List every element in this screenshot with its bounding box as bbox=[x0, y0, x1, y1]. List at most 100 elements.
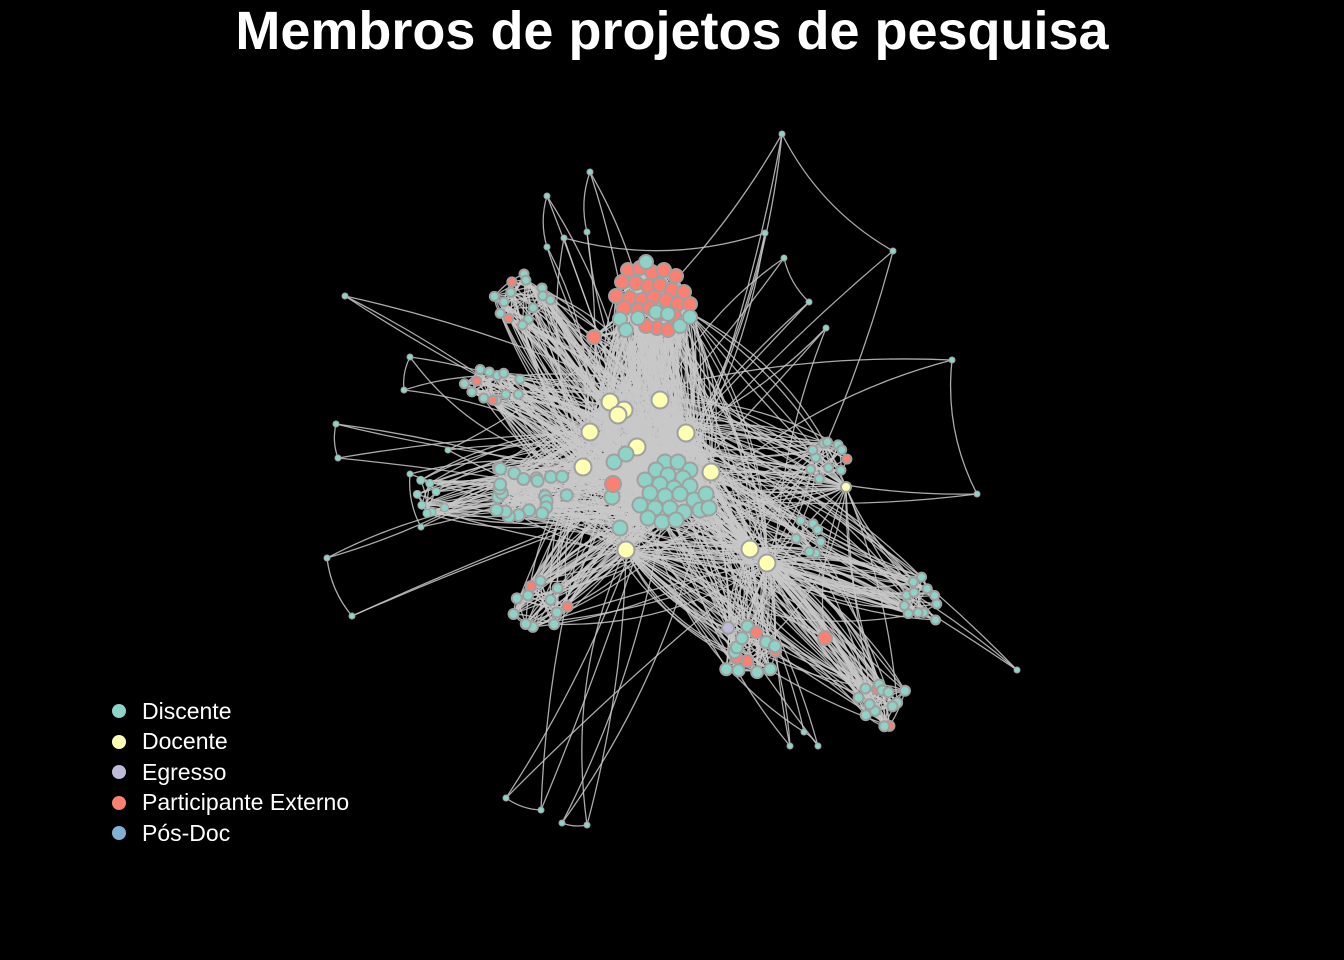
node-discente bbox=[800, 728, 808, 736]
legend: Discente Docente Egresso Participante Ex… bbox=[110, 696, 349, 849]
node-discente bbox=[908, 586, 920, 598]
legend-swatch-egresso bbox=[112, 765, 126, 780]
node-discente bbox=[882, 686, 895, 699]
edge bbox=[337, 431, 591, 459]
node-discente bbox=[605, 453, 623, 471]
node-discente bbox=[550, 606, 563, 619]
node-discente bbox=[780, 254, 788, 262]
edge bbox=[749, 548, 889, 693]
node-docente bbox=[740, 539, 760, 559]
node-participante-externo bbox=[841, 453, 853, 465]
edge bbox=[625, 549, 867, 716]
edge bbox=[625, 549, 757, 633]
node-discente bbox=[493, 461, 508, 476]
node-discente bbox=[535, 506, 550, 521]
node-discente bbox=[560, 234, 568, 242]
legend-item-egresso: Egresso bbox=[110, 757, 349, 788]
node-discente bbox=[516, 472, 531, 487]
legend-swatch-participante-externo bbox=[112, 795, 126, 810]
node-discente bbox=[750, 665, 765, 680]
node-discente bbox=[341, 292, 349, 300]
legend-label-participante-externo: Participante Externo bbox=[142, 789, 350, 816]
edge bbox=[402, 356, 411, 391]
node-discente bbox=[489, 503, 504, 518]
edge bbox=[563, 232, 766, 252]
edge bbox=[647, 517, 805, 733]
edge bbox=[505, 797, 542, 811]
node-discente bbox=[907, 576, 919, 588]
node-discente bbox=[921, 583, 933, 595]
node-discente bbox=[912, 607, 924, 619]
node-discente bbox=[768, 639, 783, 654]
edge bbox=[540, 517, 649, 811]
node-discente bbox=[682, 309, 698, 325]
node-participante-externo bbox=[749, 625, 764, 640]
edge bbox=[766, 562, 906, 692]
node-discente bbox=[323, 554, 331, 562]
edge bbox=[581, 483, 661, 826]
edge bbox=[326, 401, 611, 559]
edge bbox=[781, 133, 894, 252]
node-discente bbox=[406, 353, 414, 361]
edge bbox=[749, 548, 928, 590]
legend-item-docente: Docente bbox=[110, 727, 349, 758]
node-docente bbox=[608, 405, 628, 425]
legend-swatch-discente bbox=[112, 704, 126, 719]
edge bbox=[344, 295, 591, 433]
node-discente bbox=[505, 286, 517, 298]
node-discente bbox=[502, 794, 510, 802]
node-discente bbox=[948, 356, 956, 364]
node-discente bbox=[493, 477, 508, 492]
node-discente bbox=[348, 612, 356, 620]
node-participante-externo bbox=[817, 630, 833, 646]
node-discente bbox=[334, 454, 342, 462]
node-discente bbox=[406, 470, 414, 478]
legend-item-pos-doc: Pós-Doc bbox=[110, 818, 349, 849]
node-docente bbox=[580, 422, 600, 442]
node-discente bbox=[537, 806, 545, 814]
node-discente bbox=[667, 511, 685, 529]
node-discente bbox=[719, 662, 734, 677]
edge bbox=[561, 521, 663, 824]
node-discente bbox=[763, 662, 778, 677]
node-discente bbox=[558, 819, 566, 827]
node-discente bbox=[422, 508, 432, 518]
node-discente bbox=[611, 519, 629, 537]
node-discente bbox=[822, 324, 830, 332]
node-discente bbox=[803, 546, 815, 558]
node-discente bbox=[527, 302, 539, 314]
edge bbox=[435, 453, 627, 493]
node-discente bbox=[559, 488, 574, 503]
node-discente bbox=[823, 462, 835, 474]
node-discente bbox=[507, 608, 520, 621]
edge bbox=[609, 358, 953, 403]
node-discente bbox=[1013, 666, 1021, 674]
edge bbox=[527, 519, 677, 597]
node-discente bbox=[440, 503, 450, 513]
node-discente bbox=[583, 228, 591, 236]
node-docente bbox=[676, 423, 696, 443]
node-discente bbox=[544, 593, 557, 606]
edge bbox=[344, 295, 641, 506]
node-egresso bbox=[721, 620, 736, 635]
node-discente bbox=[498, 367, 510, 379]
node-discente bbox=[859, 682, 872, 695]
node-discente bbox=[530, 473, 545, 488]
edge bbox=[625, 549, 736, 653]
node-discente bbox=[639, 509, 657, 527]
node-docente bbox=[840, 481, 852, 493]
node-discente bbox=[863, 698, 876, 711]
node-discente bbox=[836, 444, 848, 456]
node-discente bbox=[790, 533, 802, 545]
node-discente bbox=[930, 614, 942, 626]
edge bbox=[766, 250, 894, 564]
node-discente bbox=[653, 513, 671, 531]
node-discente bbox=[444, 446, 452, 454]
node-discente bbox=[671, 485, 689, 503]
edge bbox=[625, 549, 907, 596]
edge bbox=[326, 557, 353, 617]
node-discente bbox=[514, 373, 526, 385]
node-discente bbox=[417, 500, 427, 510]
node-discente bbox=[630, 310, 646, 326]
